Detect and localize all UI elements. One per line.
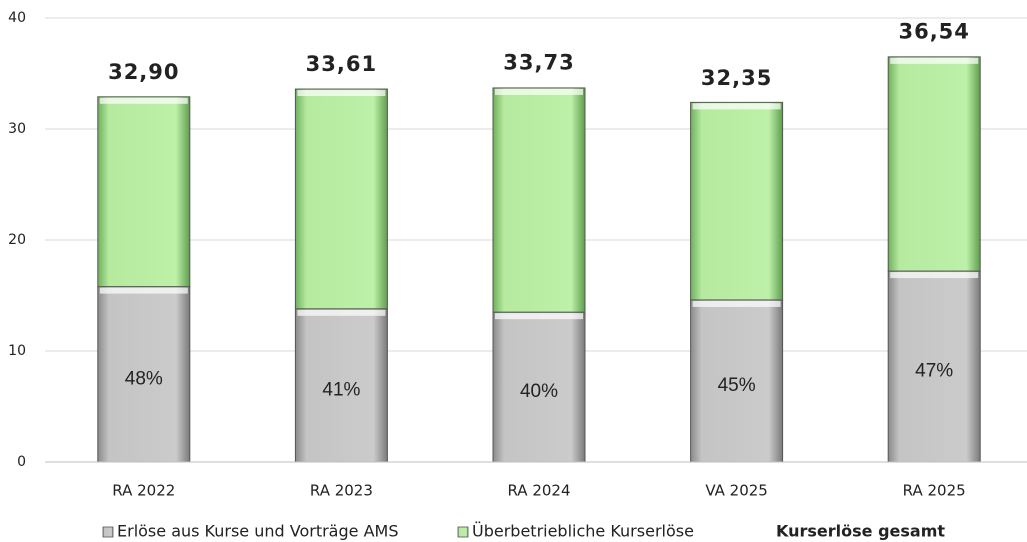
bar-segment — [690, 101, 784, 301]
bar-bevel — [890, 57, 979, 64]
x-tick-label: RA 2024 — [507, 482, 570, 500]
bar-segment — [294, 88, 388, 310]
legend-label: Erlöse aus Kurse und Vorträge AMS — [117, 522, 398, 541]
y-tick-label: 40 — [8, 10, 26, 26]
bar-bevel — [297, 309, 386, 316]
total-label: 32,90 — [108, 60, 179, 84]
bar-segment — [97, 286, 191, 463]
x-tick-label: RA 2023 — [310, 482, 373, 500]
bar-segment — [97, 96, 191, 288]
total-label: 33,73 — [503, 51, 574, 75]
y-tick-label: 10 — [8, 343, 26, 359]
bar-bevel — [99, 97, 188, 104]
legend-label: Überbetriebliche Kurserlöse — [472, 522, 694, 541]
total-label: 36,54 — [898, 19, 969, 43]
bar-segment — [887, 56, 981, 272]
total-label: 32,35 — [701, 66, 772, 90]
bar-bevel — [692, 103, 781, 110]
bar-bevel — [495, 313, 583, 320]
percent-label: 41% — [322, 379, 360, 400]
legend-label: Kurserlöse gesamt — [776, 522, 945, 541]
percent-label: 45% — [718, 375, 756, 396]
legend-marker — [457, 526, 469, 538]
x-tick-label: RA 2025 — [903, 482, 966, 500]
percent-label: 40% — [520, 381, 558, 402]
y-tick-label: 20 — [8, 232, 26, 248]
legend-marker — [102, 526, 114, 538]
bar-bevel — [99, 287, 188, 294]
bar-bevel — [890, 272, 979, 279]
x-tick-label: RA 2022 — [112, 482, 175, 500]
bar-bevel — [495, 88, 583, 95]
y-tick-label: 30 — [8, 121, 26, 137]
bar-bevel — [297, 90, 386, 97]
y-tick-label: 0 — [17, 454, 26, 470]
bar-segment — [492, 87, 586, 313]
x-tick-label: VA 2025 — [705, 482, 768, 500]
percent-label: 48% — [125, 368, 163, 389]
bar-bevel — [692, 300, 781, 307]
percent-label: 47% — [915, 361, 953, 382]
total-label: 33,61 — [306, 52, 377, 76]
